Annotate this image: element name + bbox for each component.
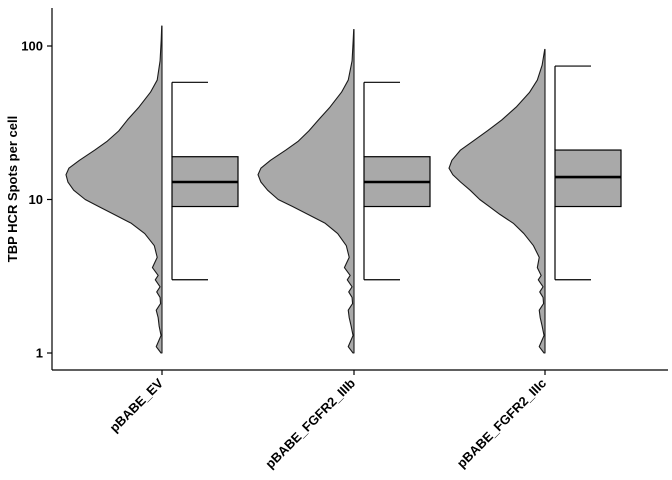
- x-axis-ticks: pBABE_EV pBABE_FGFR2_IIIb pBABE_FGFR2_IIIc: [106, 370, 549, 471]
- group-2: [258, 30, 430, 353]
- y-tick-label: 10: [29, 192, 43, 207]
- group-3: [449, 49, 621, 353]
- x-tick-label: pBABE_EV: [106, 375, 166, 435]
- plot-area: [66, 26, 621, 353]
- x-tick-label: pBABE_FGFR2_IIIb: [262, 375, 358, 471]
- y-tick-label: 1: [36, 346, 43, 361]
- violin-half: [449, 49, 545, 353]
- x-tick-label: pBABE_FGFR2_IIIc: [454, 376, 549, 471]
- y-tick-label: 100: [21, 39, 43, 54]
- violin-half: [258, 30, 354, 353]
- y-axis-title: TBP HCR Spots per cell: [5, 116, 20, 262]
- y-axis-ticks: 1 10 100: [21, 39, 52, 361]
- violin-half: [66, 26, 162, 353]
- group-1: [66, 26, 238, 353]
